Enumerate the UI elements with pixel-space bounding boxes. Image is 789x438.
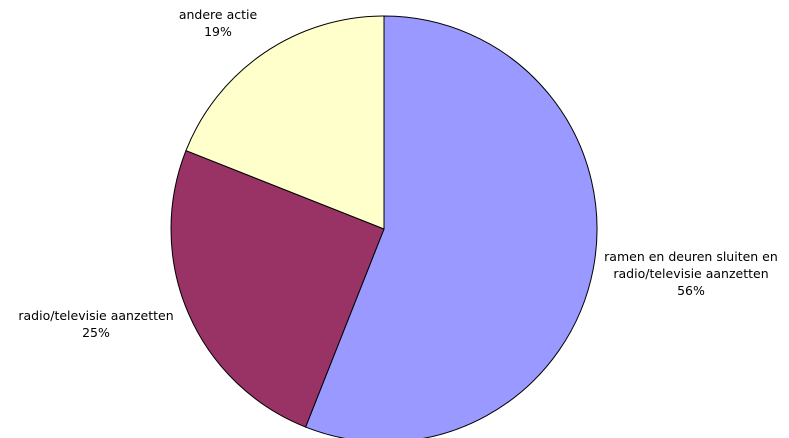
slice-percent: 25% bbox=[82, 325, 110, 340]
slice-label-line: andere actie bbox=[178, 7, 258, 22]
slice-ramen-deuren-radio bbox=[304, 15, 598, 438]
slice-percent: 56% bbox=[677, 283, 705, 298]
slice-label-andere-actie: andere actie 19% bbox=[158, 6, 278, 40]
slice-label-line: radio/televisie aanzetten bbox=[613, 266, 769, 281]
slice-label-ramen-deuren-radio: ramen en deuren sluiten en radio/televis… bbox=[603, 248, 779, 299]
slice-label-radio-televisie: radio/televisie aanzetten 25% bbox=[8, 307, 184, 341]
slice-andere-actie bbox=[185, 15, 385, 230]
slice-label-line: radio/televisie aanzetten bbox=[18, 308, 174, 323]
slice-label-line: ramen en deuren sluiten en bbox=[604, 249, 778, 264]
slice-radio-televisie bbox=[170, 149, 385, 428]
slice-percent: 19% bbox=[204, 24, 232, 39]
